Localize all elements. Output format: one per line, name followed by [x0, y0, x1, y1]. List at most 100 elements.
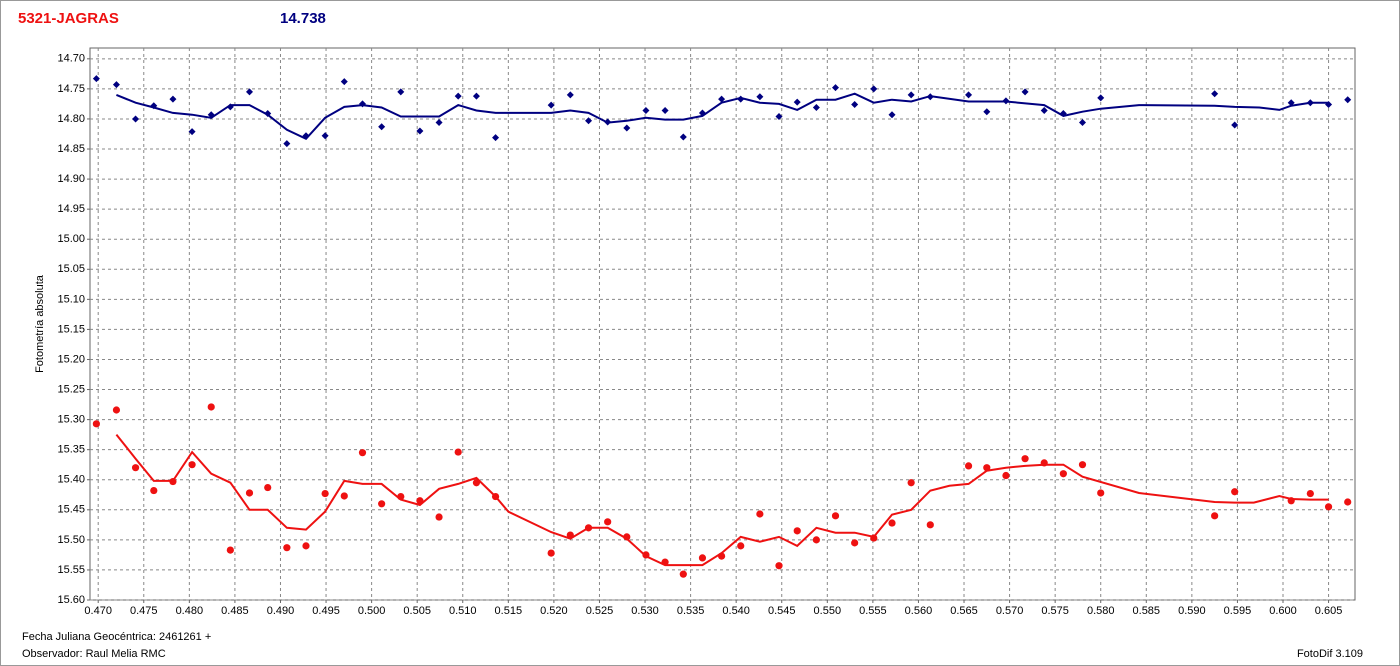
- data-point: [793, 527, 801, 535]
- y-tick-label: 14.80: [57, 113, 85, 125]
- data-point: [245, 88, 253, 96]
- y-tick-label: 14.90: [57, 173, 85, 185]
- data-point: [92, 420, 100, 428]
- data-point: [907, 91, 915, 99]
- data-point: [851, 101, 859, 109]
- data-point: [1344, 96, 1352, 104]
- data-point: [340, 78, 348, 86]
- data-point: [92, 75, 100, 83]
- data-point: [1324, 503, 1333, 511]
- data-point: [604, 518, 612, 526]
- data-point: [832, 84, 840, 92]
- data-point: [775, 113, 783, 121]
- x-tick-label: 0.540: [722, 605, 750, 617]
- data-point: [983, 108, 991, 116]
- trend-line: [115, 433, 1329, 567]
- y-tick-label: 15.25: [57, 383, 85, 395]
- data-point: [547, 101, 555, 109]
- y-tick-label: 15.55: [57, 564, 85, 576]
- data-point: [378, 500, 386, 508]
- x-tick-label: 0.555: [859, 605, 887, 617]
- x-tick-label: 0.590: [1178, 605, 1206, 617]
- trend-line: [116, 92, 1329, 141]
- x-tick-label: 0.510: [449, 605, 477, 617]
- data-point: [1344, 498, 1352, 506]
- data-point: [435, 119, 443, 127]
- data-point: [1306, 489, 1314, 498]
- data-point: [547, 549, 555, 557]
- data-point: [397, 88, 405, 96]
- data-point: [888, 519, 896, 527]
- x-tick-label: 0.580: [1087, 605, 1115, 617]
- data-point: [302, 542, 310, 550]
- data-point: [1059, 470, 1067, 478]
- data-point: [1040, 107, 1048, 115]
- data-point: [131, 464, 140, 472]
- y-tick-label: 15.05: [57, 263, 85, 275]
- data-point: [812, 104, 820, 112]
- data-point: [1078, 461, 1087, 469]
- data-point: [416, 127, 424, 135]
- x-tick-label: 0.490: [267, 605, 295, 617]
- data-point: [566, 91, 574, 99]
- data-point: [679, 133, 687, 141]
- x-tick-label: 0.560: [905, 605, 933, 617]
- x-tick-label: 0.485: [221, 605, 249, 617]
- data-point: [492, 134, 500, 142]
- data-point: [851, 539, 859, 547]
- y-axis-label: Fotometría absoluta: [34, 274, 46, 373]
- data-point: [1078, 119, 1086, 127]
- x-tick-label: 0.470: [84, 605, 112, 617]
- data-point: [454, 448, 462, 456]
- plot-area: [89, 47, 1356, 601]
- y-tick-label: 15.50: [57, 534, 85, 546]
- x-tick-label: 0.520: [540, 605, 568, 617]
- data-point: [226, 546, 234, 554]
- data-point: [472, 92, 480, 100]
- x-tick-label: 0.550: [814, 605, 842, 617]
- data-point: [340, 492, 348, 500]
- x-tick-label: 0.515: [495, 605, 523, 617]
- data-point: [454, 92, 462, 100]
- x-tick-label: 0.600: [1269, 605, 1297, 617]
- y-tick-label: 14.95: [57, 203, 85, 215]
- data-point: [283, 544, 291, 552]
- y-tick-label: 15.40: [57, 474, 85, 486]
- data-point: [679, 570, 687, 578]
- data-point: [321, 132, 329, 140]
- data-point: [907, 479, 915, 487]
- y-tick-label: 15.30: [57, 414, 85, 426]
- data-point: [926, 521, 934, 529]
- observer: Observador: Raul Melia RMC: [22, 648, 166, 660]
- x-tick-label: 0.570: [996, 605, 1024, 617]
- x-tick-label: 0.565: [950, 605, 978, 617]
- data-point: [245, 489, 254, 497]
- x-tick-label: 0.500: [358, 605, 386, 617]
- data-point: [1231, 121, 1239, 129]
- x-tick-label: 0.525: [586, 605, 614, 617]
- chart-subtitle: 14.738: [280, 10, 326, 27]
- x-tick-label: 0.480: [176, 605, 204, 617]
- x-tick-label: 0.575: [1041, 605, 1069, 617]
- data-point: [965, 91, 973, 99]
- data-point: [150, 486, 158, 495]
- data-point: [207, 403, 215, 411]
- data-point: [1211, 90, 1219, 98]
- data-point: [1021, 88, 1029, 96]
- data-point: [775, 562, 783, 570]
- y-tick-label: 15.35: [57, 444, 85, 456]
- data-point: [585, 117, 593, 125]
- data-point: [642, 107, 650, 115]
- data-point: [1002, 471, 1010, 480]
- data-point: [698, 554, 707, 562]
- data-point: [756, 510, 764, 518]
- data-point: [1097, 489, 1105, 497]
- data-point: [623, 124, 631, 132]
- data-point: [169, 95, 177, 103]
- data-point: [831, 512, 840, 520]
- y-tick-label: 14.75: [57, 83, 85, 95]
- data-point: [321, 489, 329, 498]
- data-point: [1021, 455, 1029, 463]
